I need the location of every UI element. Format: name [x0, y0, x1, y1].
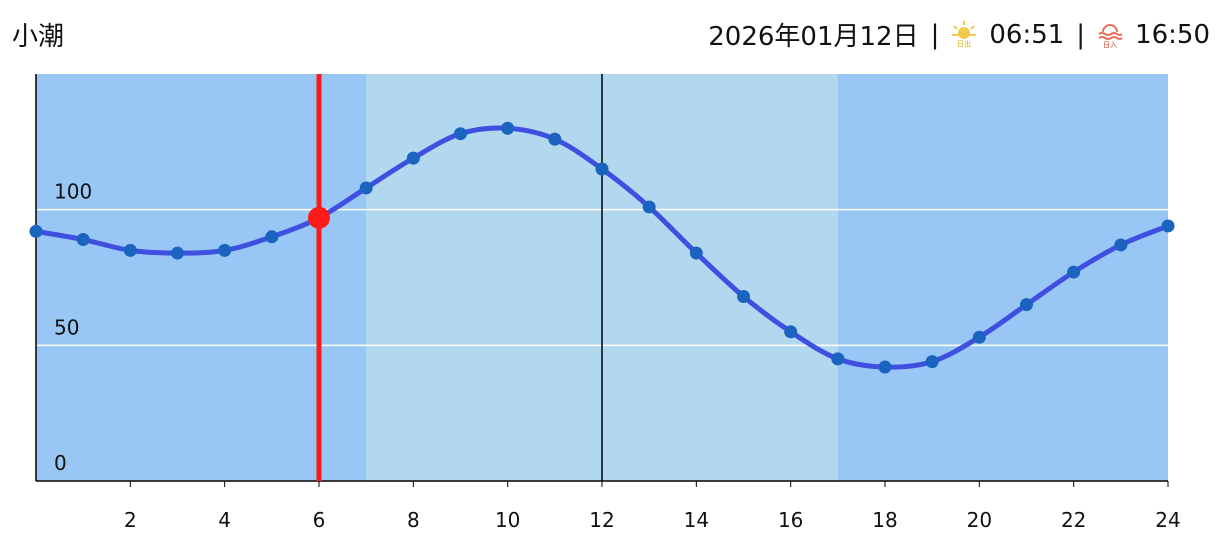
tide-name: 小潮 [12, 22, 65, 52]
x-tick-label: 22 [1061, 508, 1086, 532]
tide-point [1067, 265, 1081, 279]
tide-point [1114, 238, 1128, 252]
tide-point [737, 289, 750, 303]
y-tick-label: 50 [54, 315, 79, 339]
sun-info: 2026年01月12日 | 日出 06:51 | 日入 16:50 [708, 16, 1210, 53]
tide-point [972, 330, 986, 344]
current-point [308, 206, 330, 229]
x-tick-label: 4 [218, 508, 231, 532]
x-tick-label: 10 [495, 508, 520, 532]
x-tick-label: 20 [967, 508, 992, 532]
x-tick-label: 6 [313, 508, 326, 532]
tide-point [878, 360, 892, 374]
tide-point [218, 243, 232, 257]
tide-point [784, 325, 798, 339]
tide-point [29, 224, 43, 238]
tide-point [1020, 298, 1033, 312]
tide-point [123, 243, 137, 257]
tide-point [359, 181, 373, 195]
x-tick-label: 18 [872, 508, 897, 532]
tide-point [406, 151, 420, 165]
x-tick-label: 2 [124, 508, 137, 532]
x-tick-label: 14 [684, 508, 709, 532]
sunrise-icon: 日出 [952, 20, 977, 48]
tide-point [1161, 219, 1175, 233]
x-tick-label: 24 [1155, 508, 1180, 532]
tide-point [925, 355, 939, 369]
tide-point [689, 246, 703, 260]
tide-point [501, 121, 515, 135]
sunset-time: 16:50 [1135, 19, 1210, 50]
tide-point [454, 127, 467, 141]
tide-point [76, 233, 90, 247]
header: 小潮 2026年01月12日 | 日出 06:51 | 日入 16:50 [0, 0, 1224, 64]
y-tick-label: 100 [54, 180, 92, 204]
date: 2026年01月12日 [708, 22, 919, 52]
sunset-icon-label: 日入 [1103, 41, 1117, 49]
tide-point [548, 132, 562, 146]
separator: | [930, 19, 940, 50]
y-tick-label: 0 [54, 451, 67, 475]
sunrise-icon-label: 日出 [957, 39, 971, 48]
tide-point [831, 352, 845, 366]
tide-point [265, 230, 279, 244]
x-tick-label: 8 [407, 508, 420, 532]
sunset-icon: 日入 [1098, 23, 1123, 49]
separator: | [1076, 19, 1086, 50]
x-tick-label: 12 [589, 508, 614, 532]
sunrise-time: 06:51 [989, 19, 1065, 50]
tide-point [595, 162, 609, 176]
tide-point [642, 200, 656, 214]
x-tick-label: 16 [778, 508, 803, 532]
tide-point [171, 246, 184, 260]
